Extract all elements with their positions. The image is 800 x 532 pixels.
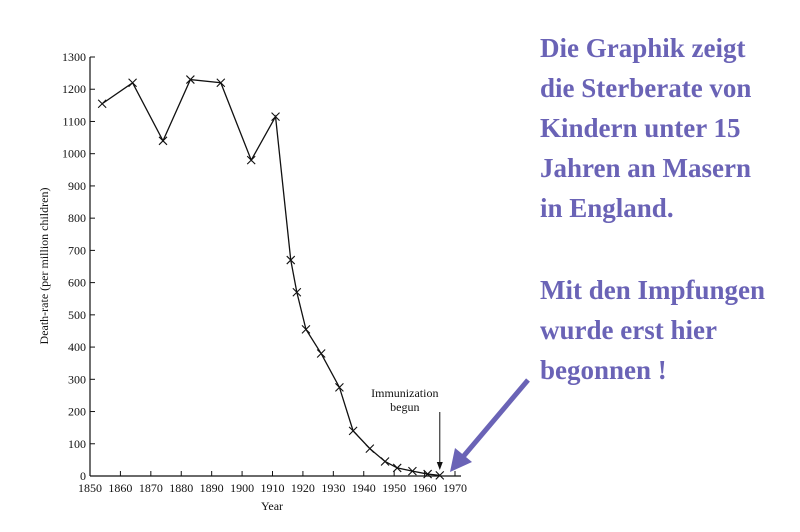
data-point [286,255,296,265]
data-point [185,75,195,84]
data-point [423,469,433,479]
y-tick-label: 1100 [62,114,86,128]
y-axis-label: Death-rate (per million children) [37,188,51,345]
side-text: begonnen ! [540,355,667,385]
data-point [365,444,375,453]
data-point [158,136,168,146]
y-tick-label: 300 [68,372,86,386]
y-tick-label: 1000 [62,147,86,161]
x-tick-label: 1960 [413,481,437,495]
x-tick-label: 1940 [352,481,376,495]
pointer-arrowhead [450,448,472,472]
y-tick-label: 1300 [62,50,86,64]
x-tick-label: 1880 [169,481,193,495]
y-tick-label: 200 [68,405,86,419]
x-tick-label: 1930 [321,481,345,495]
side-text: Mit den Impfungen [540,275,765,305]
x-tick-label: 1860 [108,481,132,495]
side-text: die Sterberate von [540,73,751,103]
pointer-arrow [460,378,530,460]
side-text: Die Graphik zeigt [540,33,745,63]
data-point [408,466,417,476]
y-tick-label: 600 [68,276,86,290]
data-point [97,99,107,109]
y-tick-label: 1200 [62,82,86,96]
data-point [380,457,390,466]
data-point [292,287,302,297]
annotation-text: begun [390,400,419,414]
data-point [271,112,280,122]
x-tick-label: 1870 [139,481,163,495]
side-text: in England. [540,193,674,223]
x-tick-label: 1970 [443,481,467,495]
data-point [335,382,344,392]
data-point [392,463,402,473]
y-tick-label: 700 [68,243,86,257]
annotation-text: Immunization [371,386,438,400]
data-point [301,324,311,334]
y-tick-label: 500 [68,308,86,322]
data-point [246,155,256,165]
data-point [348,426,358,436]
y-tick-label: 0 [80,469,86,483]
side-text: Kindern unter 15 [540,113,741,143]
y-tick-label: 100 [68,437,86,451]
x-tick-label: 1910 [261,481,285,495]
x-tick-label: 1900 [230,481,254,495]
side-text: wurde erst hier [540,315,717,345]
x-axis-label: Year [261,499,283,513]
side-text: Jahren an Masern [540,153,751,183]
x-tick-label: 1850 [78,481,102,495]
x-tick-label: 1920 [291,481,315,495]
data-point [435,470,445,480]
data-point [316,349,326,358]
y-tick-label: 800 [68,211,86,225]
x-tick-label: 1890 [200,481,224,495]
data-point [216,78,226,88]
annotation-arrowhead [436,462,443,470]
x-tick-label: 1950 [382,481,406,495]
data-point [128,78,137,88]
y-tick-label: 400 [68,340,86,354]
y-tick-label: 900 [68,179,86,193]
